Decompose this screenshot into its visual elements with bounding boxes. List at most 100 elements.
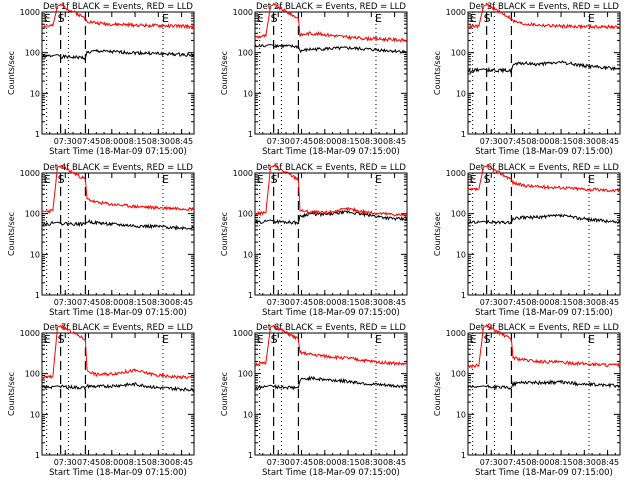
y-tick-label: 10 xyxy=(30,250,40,259)
x-tick-label: 08:30 xyxy=(573,298,596,307)
plot-frame xyxy=(41,172,195,296)
y-tick-label: 1000 xyxy=(233,8,253,17)
detector-panel-9: Det 9f BLACK = Events, RED = LLD 1 10 100 10… xyxy=(433,323,621,478)
y-tick-label: 10 xyxy=(243,410,253,419)
x-tick-label: 07:30 xyxy=(480,137,503,146)
x-tick-label: 08:45 xyxy=(596,298,619,307)
x-tick-label: 07:45 xyxy=(503,137,526,146)
x-axis-label: Start Time (18-Mar-09 07:15:00) xyxy=(49,147,187,157)
marker-e-label: E xyxy=(44,173,51,186)
x-axis-label: Start Time (18-Mar-09 07:15:00) xyxy=(262,468,400,478)
panel-title: Det 4f BLACK = Events, RED = LLD xyxy=(43,163,193,173)
panel-title: Det 3f BLACK = Events, RED = LLD xyxy=(469,2,619,12)
x-tick-label: 07:30 xyxy=(54,458,77,467)
x-tick-label: 08:45 xyxy=(383,298,406,307)
x-tick-label: 07:45 xyxy=(290,298,313,307)
y-axis-label: Counts/sec xyxy=(220,372,229,416)
y-tick-label: 1 xyxy=(248,130,253,139)
plot-frame xyxy=(467,11,621,135)
detector-panel-5: Det 5f BLACK = Events, RED = LLD 1 10 100 10… xyxy=(220,163,408,318)
x-tick-label: 07:30 xyxy=(54,298,77,307)
marker-e-label: E xyxy=(162,12,169,25)
x-tick-label: 07:45 xyxy=(290,137,313,146)
x-tick-label: 08:00 xyxy=(100,137,123,146)
lld-series-line xyxy=(41,164,195,215)
detector-panel-3: Det 3f BLACK = Events, RED = LLD 1 10 100 10… xyxy=(433,2,621,157)
x-tick-label: 08:45 xyxy=(170,298,193,307)
x-tick-label: 08:45 xyxy=(596,137,619,146)
y-axis-label: Counts/sec xyxy=(433,51,442,95)
y-axis-label: Counts/sec xyxy=(7,212,16,256)
panel-title: Det 7f BLACK = Events, RED = LLD xyxy=(43,323,193,333)
x-tick-label: 07:45 xyxy=(503,458,526,467)
x-axis-label: Start Time (18-Mar-09 07:15:00) xyxy=(262,308,400,318)
events-series-line xyxy=(254,43,408,55)
x-tick-label: 08:15 xyxy=(550,298,573,307)
x-tick-label: 08:45 xyxy=(596,458,619,467)
y-tick-label: 100 xyxy=(25,49,40,58)
x-tick-label: 08:30 xyxy=(147,137,170,146)
x-axis-label: Start Time (18-Mar-09 07:15:00) xyxy=(49,468,187,478)
x-tick-label: 08:30 xyxy=(147,298,170,307)
panel-title: Det 9f BLACK = Events, RED = LLD xyxy=(469,323,619,333)
y-tick-label: 10 xyxy=(243,89,253,98)
events-series-line xyxy=(467,379,621,391)
y-tick-label: 1 xyxy=(248,451,253,460)
x-tick-label: 07:30 xyxy=(267,298,290,307)
y-tick-label: 10 xyxy=(456,89,466,98)
x-axis-label: Start Time (18-Mar-09 07:15:00) xyxy=(262,147,400,157)
events-series-line xyxy=(41,49,195,61)
lld-series-line xyxy=(467,323,621,370)
marker-e-label: E xyxy=(44,12,51,25)
detector-panel-7: Det 7f BLACK = Events, RED = LLD 1 10 100 10… xyxy=(7,323,195,478)
plot-frame xyxy=(254,332,408,456)
x-tick-label: 07:30 xyxy=(54,137,77,146)
marker-e-label: E xyxy=(257,12,264,25)
y-tick-label: 1000 xyxy=(20,169,40,178)
x-tick-label: 08:45 xyxy=(170,137,193,146)
marker-e-label: E xyxy=(375,333,382,346)
x-axis-label: Start Time (18-Mar-09 07:15:00) xyxy=(475,308,613,318)
y-tick-label: 10 xyxy=(456,250,466,259)
plot-frame xyxy=(254,11,408,135)
x-axis-label: Start Time (18-Mar-09 07:15:00) xyxy=(475,468,613,478)
y-axis-label: Counts/sec xyxy=(433,372,442,416)
x-tick-label: 07:45 xyxy=(503,298,526,307)
y-tick-label: 1000 xyxy=(446,169,466,178)
lld-series-line xyxy=(41,3,195,30)
marker-s-label: S xyxy=(271,333,278,346)
y-tick-label: 10 xyxy=(30,89,40,98)
panel-title: Det 1f BLACK = Events, RED = LLD xyxy=(43,2,193,12)
x-tick-label: 07:30 xyxy=(267,458,290,467)
marker-e-label: E xyxy=(588,333,595,346)
plot-frame xyxy=(41,332,195,456)
panel-title: Det 5f BLACK = Events, RED = LLD xyxy=(256,163,406,173)
panel-title: Det 8f BLACK = Events, RED = LLD xyxy=(256,323,406,333)
x-tick-label: 07:30 xyxy=(267,137,290,146)
x-tick-label: 07:30 xyxy=(480,298,503,307)
y-axis-label: Counts/sec xyxy=(7,51,16,95)
y-tick-label: 100 xyxy=(25,370,40,379)
x-tick-label: 07:45 xyxy=(77,137,100,146)
lld-series-line xyxy=(467,163,621,193)
y-tick-label: 1 xyxy=(461,451,466,460)
marker-s-label: S xyxy=(271,173,278,186)
marker-s-label: S xyxy=(484,173,491,186)
x-tick-label: 08:30 xyxy=(573,137,596,146)
marker-s-label: S xyxy=(58,12,65,25)
detector-panel-8: Det 8f BLACK = Events, RED = LLD 1 10 100 10… xyxy=(220,323,408,478)
y-tick-label: 100 xyxy=(451,49,466,58)
y-tick-label: 100 xyxy=(451,370,466,379)
y-tick-label: 1 xyxy=(35,291,40,300)
marker-e-label: E xyxy=(375,173,382,186)
x-tick-label: 08:15 xyxy=(337,137,360,146)
lld-series-line xyxy=(254,324,408,367)
marker-e-label: E xyxy=(257,173,264,186)
events-series-line xyxy=(41,382,195,393)
x-tick-label: 08:00 xyxy=(526,298,549,307)
marker-e-label: E xyxy=(44,333,51,346)
x-tick-label: 07:45 xyxy=(77,458,100,467)
y-tick-label: 1 xyxy=(35,130,40,139)
y-tick-label: 1000 xyxy=(20,8,40,17)
x-tick-label: 07:45 xyxy=(290,458,313,467)
